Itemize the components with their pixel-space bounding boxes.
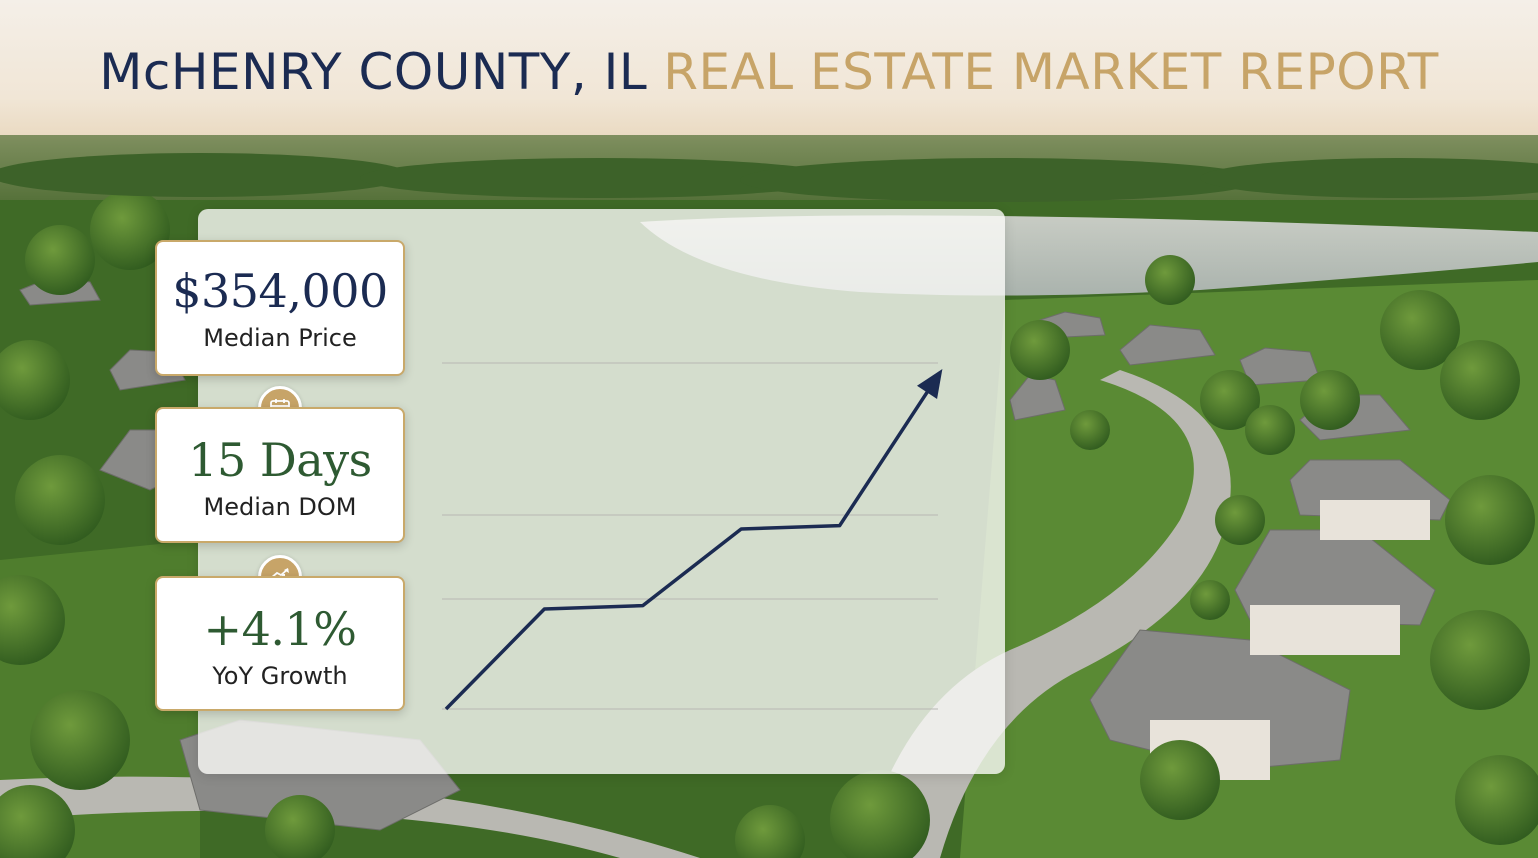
title-subject: REAL ESTATE MARKET REPORT (663, 43, 1439, 101)
yoy-growth-card: +4.1% YoY Growth (155, 576, 405, 711)
median-price-card: $354,000 Median Price (155, 240, 405, 376)
chart-series (444, 368, 943, 711)
report-title: McHENRY COUNTY, IL REAL ESTATE MARKET RE… (0, 0, 1538, 140)
median-dom-value: 15 Days (188, 433, 372, 487)
series-line (444, 374, 940, 711)
arrowhead (916, 368, 943, 399)
chart-gridlines (442, 362, 938, 710)
price-trend-chart (442, 362, 943, 711)
yoy-growth-label: YoY Growth (212, 662, 348, 690)
median-price-label: Median Price (203, 324, 357, 352)
median-dom-card: 15 Days Median DOM (155, 407, 405, 543)
median-price-value: $354,000 (172, 264, 388, 318)
title-location: McHENRY COUNTY, IL (99, 43, 648, 101)
yoy-growth-value: +4.1% (203, 602, 357, 656)
median-dom-label: Median DOM (203, 493, 357, 521)
